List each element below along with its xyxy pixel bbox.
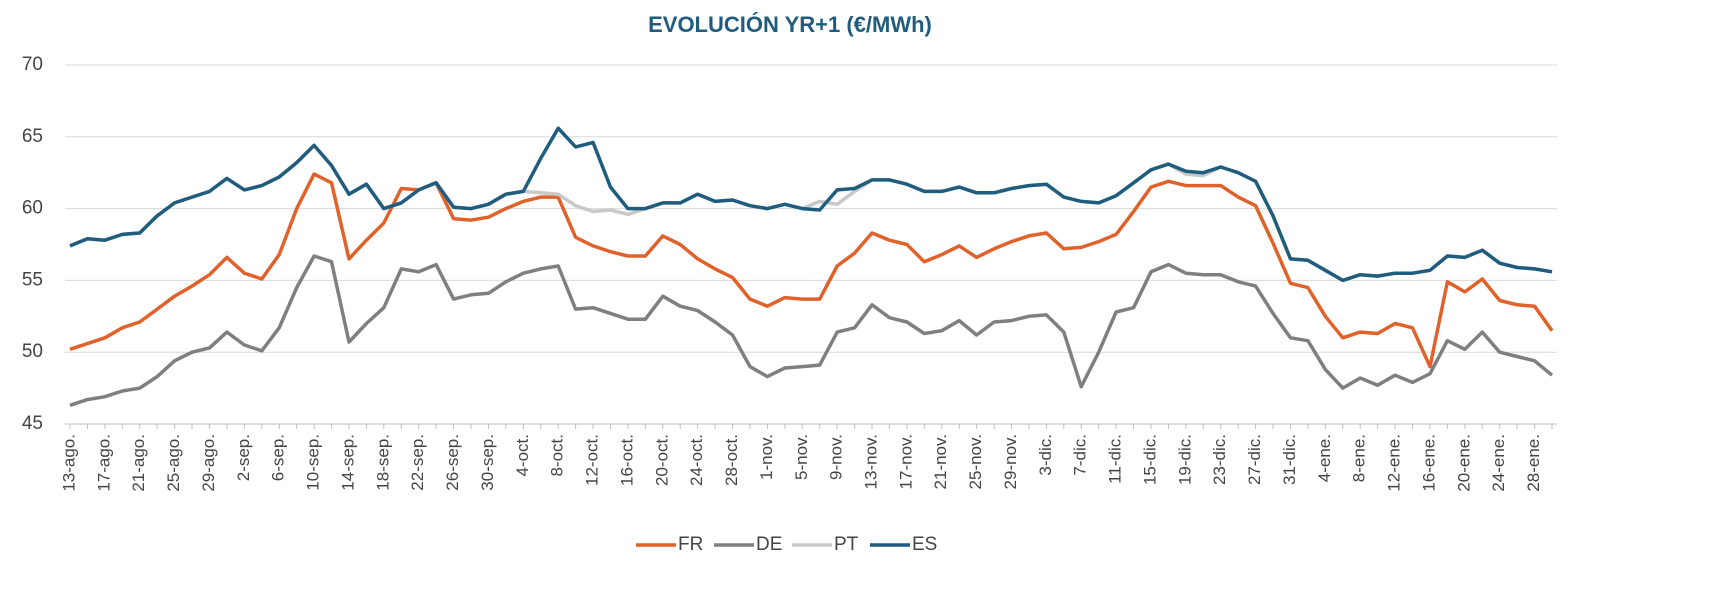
x-tick-label: 19-dic. — [1175, 434, 1194, 485]
x-tick-label: 6-sep. — [269, 434, 288, 481]
x-tick-label: 29-ago. — [199, 434, 218, 492]
x-tick-label: 17-nov. — [896, 434, 915, 489]
x-tick-label: 8-ene. — [1350, 434, 1369, 482]
x-tick-label: 13-ago. — [59, 434, 78, 492]
x-tick-label: 17-ago. — [94, 434, 113, 492]
y-tick-label: 65 — [22, 126, 43, 147]
x-tick-label: 20-oct. — [652, 434, 671, 486]
x-tick-label: 14-sep. — [338, 434, 357, 491]
x-tick-label: 12-oct. — [583, 434, 602, 486]
x-tick-label: 15-dic. — [1140, 434, 1159, 485]
x-tick-label: 13-nov. — [862, 434, 881, 489]
x-tick-label: 30-sep. — [478, 434, 497, 491]
x-tick-label: 5-nov. — [792, 434, 811, 480]
x-tick-label: 23-dic. — [1210, 434, 1229, 485]
y-tick-label: 50 — [22, 341, 43, 362]
x-tick-label: 29-nov. — [1001, 434, 1020, 489]
x-tick-label: 8-oct. — [548, 434, 567, 477]
x-tick-label: 9-nov. — [827, 434, 846, 480]
series-line — [69, 126, 1553, 283]
x-tick-label: 3-dic. — [1036, 434, 1055, 476]
x-tick-label: 22-sep. — [408, 434, 427, 491]
x-tick-label: 4-oct. — [513, 434, 532, 477]
x-tick-label: 26-sep. — [443, 434, 462, 491]
legend-label: FR — [678, 534, 703, 555]
x-tick-label: 12-ene. — [1385, 434, 1404, 492]
x-tick-label: 10-sep. — [304, 434, 323, 491]
x-tick-label: 11-dic. — [1106, 434, 1125, 484]
y-tick-label: 60 — [22, 198, 43, 219]
legend-label: PT — [834, 534, 859, 555]
x-tick-label: 24-oct. — [687, 434, 706, 486]
x-tick-label: 7-dic. — [1071, 434, 1090, 476]
x-tick-label: 21-ago. — [129, 434, 148, 492]
y-tick-label: 55 — [22, 269, 43, 290]
x-tick-label: 18-sep. — [373, 434, 392, 491]
series-line — [69, 172, 1554, 369]
x-tick-label: 25-nov. — [966, 434, 985, 489]
y-tick-label: 70 — [22, 54, 43, 75]
x-tick-label: 20-ene. — [1454, 434, 1473, 492]
x-tick-label: 16-oct. — [617, 434, 636, 486]
legend-label: DE — [756, 534, 782, 555]
x-tick-label: 25-ago. — [164, 434, 183, 492]
x-tick-label: 2-sep. — [234, 434, 253, 481]
x-tick-label: 4-ene. — [1315, 434, 1334, 482]
legend-label: ES — [912, 534, 937, 555]
x-tick-label: 1-nov. — [757, 434, 776, 480]
x-tick-label: 28-oct. — [722, 434, 741, 486]
x-tick-label: 28-ene. — [1524, 434, 1543, 492]
x-tick-label: 24-ene. — [1489, 434, 1508, 492]
x-tick-label: 16-ene. — [1419, 434, 1438, 492]
chart-title: EVOLUCIÓN YR+1 (€/MWh) — [648, 12, 932, 37]
x-tick-label: 21-nov. — [931, 434, 950, 489]
y-tick-label: 45 — [22, 413, 43, 434]
series-line — [69, 254, 1554, 407]
x-tick-label: 31-dic. — [1280, 434, 1299, 485]
x-tick-label: 27-dic. — [1245, 434, 1264, 485]
